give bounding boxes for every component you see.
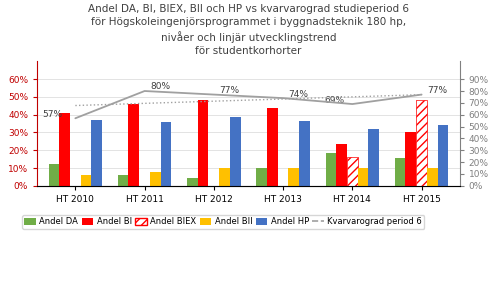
Bar	[427, 169, 438, 186]
Bar	[267, 107, 278, 186]
Bar	[325, 153, 336, 186]
Bar	[219, 169, 230, 186]
Bar	[336, 144, 347, 186]
Bar	[198, 101, 209, 186]
Bar	[91, 120, 102, 186]
Bar	[438, 126, 449, 186]
Bar	[230, 117, 241, 186]
Bar	[347, 157, 358, 186]
Text: 77%: 77%	[219, 86, 240, 95]
Text: 69%: 69%	[324, 95, 344, 104]
Bar	[358, 169, 368, 186]
Text: 77%: 77%	[427, 86, 447, 95]
Text: 57%: 57%	[43, 110, 63, 119]
Bar	[187, 178, 198, 186]
Bar	[368, 129, 379, 186]
Bar	[299, 121, 310, 186]
Bar	[150, 172, 161, 186]
Bar	[59, 113, 70, 186]
Bar	[406, 132, 416, 186]
Legend: Andel DA, Andel BI, Andel BIEX, Andel BII, Andel HP, Kvarvarograd period 6: Andel DA, Andel BI, Andel BIEX, Andel BI…	[22, 215, 424, 229]
Bar	[395, 158, 406, 186]
Bar	[118, 175, 129, 186]
Text: 74%: 74%	[288, 90, 309, 99]
Bar	[256, 168, 267, 186]
Bar	[161, 122, 172, 186]
Title: Andel DA, BI, BIEX, BII och HP vs kvarvarograd studieperiod 6
för Högskoleingenj: Andel DA, BI, BIEX, BII och HP vs kvarva…	[88, 4, 409, 56]
Bar	[81, 175, 91, 186]
Bar	[416, 100, 427, 186]
Bar	[129, 104, 139, 186]
Bar	[288, 169, 299, 186]
Text: 80%: 80%	[150, 82, 170, 92]
Bar	[48, 164, 59, 186]
